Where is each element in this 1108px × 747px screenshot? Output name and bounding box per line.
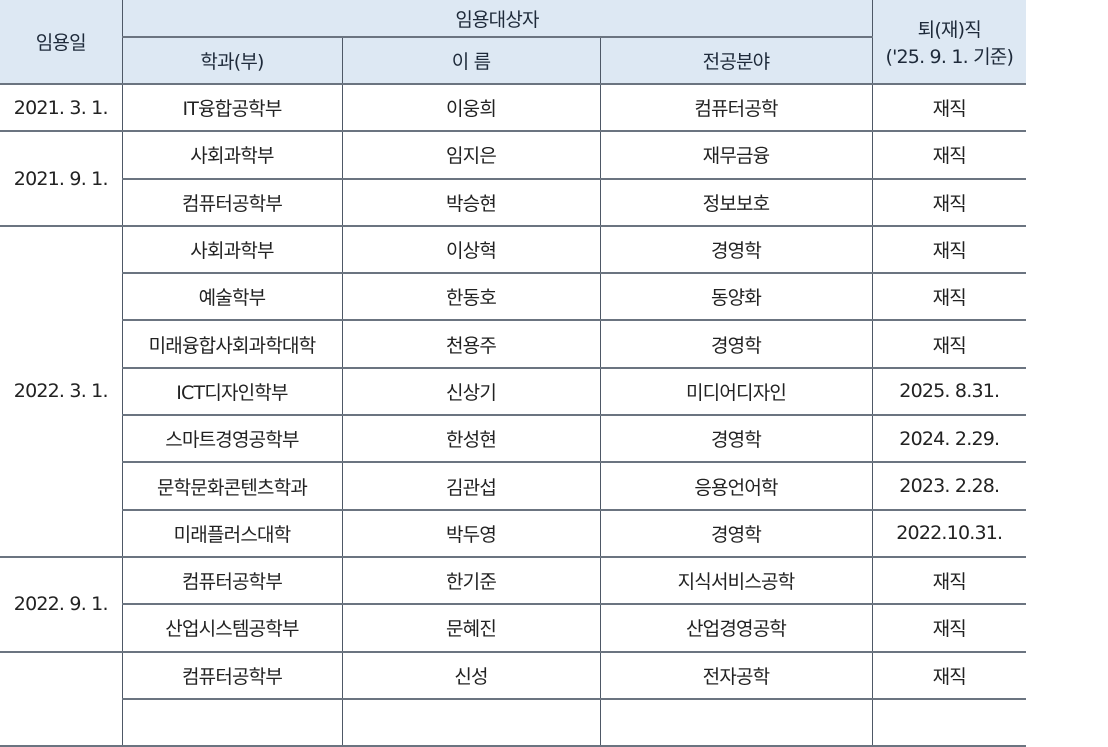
cell-date: 2022. 9. 1.	[0, 555, 123, 653]
cell-major: 전자공학	[599, 650, 873, 700]
cell-major: 정보보호	[599, 177, 873, 227]
appointment-table: 임용일 임용대상자 퇴(재)직 ('25. 9. 1. 기준) 학과(부) 이 …	[0, 0, 1027, 747]
cell-name: 한동호	[341, 272, 601, 322]
cell-status	[871, 697, 1027, 747]
cell-dept: 스마트경영공학부	[122, 414, 343, 464]
table-row: 컴퓨터공학부 박승현 정보보호 재직	[0, 177, 1027, 227]
cell-major: 동양화	[599, 272, 873, 322]
cell-status: 재직	[871, 82, 1027, 133]
cell-dept: 산업시스템공학부	[122, 603, 343, 653]
header-status-line2: ('25. 9. 1. 기준)	[885, 45, 1014, 68]
header-status: 퇴(재)직 ('25. 9. 1. 기준)	[871, 0, 1027, 85]
cell-name: 천용주	[341, 319, 601, 369]
cell-date: 2021. 3. 1.	[0, 82, 123, 133]
cell-status: 재직	[871, 603, 1027, 653]
cell-major: 경영학	[599, 224, 873, 275]
cell-name: 한기준	[341, 555, 601, 606]
cell-dept: 문학문화콘텐츠학과	[122, 461, 343, 511]
cell-dept: 사회과학부	[121, 130, 343, 180]
cell-dept: 사회과학부	[121, 224, 343, 275]
cell-status: 2022.10.31.	[871, 508, 1027, 558]
header-status-line1: 퇴(재)직	[917, 18, 982, 41]
cell-name: 신성	[341, 650, 601, 700]
cell-status: 재직	[871, 555, 1027, 606]
cell-dept	[122, 697, 343, 747]
cell-status: 2025. 8.31.	[871, 366, 1027, 417]
table-row: 미래융합사회과학대학 천용주 경영학 재직	[0, 319, 1027, 369]
cell-name: 김관섭	[341, 461, 601, 511]
cell-major: 컴퓨터공학	[599, 82, 873, 133]
table-row: 미래플러스대학 박두영 경영학 2022.10.31.	[0, 508, 1027, 558]
cell-name: 문혜진	[341, 603, 601, 653]
cell-date	[0, 650, 123, 747]
cell-name: 신상기	[341, 366, 601, 417]
table-row: ICT디자인학부 신상기 미디어디자인 2025. 8.31.	[0, 366, 1027, 417]
cell-date: 2022. 3. 1.	[0, 224, 123, 558]
cell-dept: IT융합공학부	[121, 82, 343, 133]
table-row: 스마트경영공학부 한성현 경영학 2024. 2.29.	[0, 414, 1027, 464]
cell-name: 이웅희	[341, 82, 601, 133]
cell-status: 2023. 2.28.	[871, 461, 1027, 511]
cell-status: 재직	[871, 272, 1027, 322]
table-row	[0, 697, 1027, 747]
table-row: 예술학부 한동호 동양화 재직	[0, 272, 1027, 322]
cell-dept: ICT디자인학부	[122, 366, 343, 417]
cell-major: 산업경영공학	[599, 603, 873, 653]
header-name: 이 름	[341, 36, 601, 85]
table-body: 2021. 3. 1. IT융합공학부 이웅희 컴퓨터공학 재직 2021. 9. 1. 사…	[0, 82, 1027, 747]
table-row: 2022. 3. 1. 사회과학부 이상혁 경영학 재직	[0, 224, 1027, 558]
cell-dept: 예술학부	[122, 272, 343, 322]
cell-name: 이상혁	[341, 224, 601, 275]
cell-date: 2021. 9. 1.	[0, 130, 123, 227]
cell-dept: 컴퓨터공학부	[121, 555, 343, 606]
cell-status: 2024. 2.29.	[871, 414, 1027, 464]
table-row: 2021. 3. 1. IT융합공학부 이웅희 컴퓨터공학 재직	[0, 82, 1027, 133]
cell-major: 재무금융	[599, 130, 873, 180]
table-row: 컴퓨터공학부 신성 전자공학 재직	[0, 650, 1027, 747]
header-dept: 학과(부)	[122, 36, 343, 85]
table-row: 문학문화콘텐츠학과 김관섭 응용언어학 2023. 2.28.	[0, 461, 1027, 511]
cell-dept: 미래플러스대학	[122, 508, 343, 558]
cell-name: 임지은	[341, 130, 601, 180]
table-row: 2022. 9. 1. 컴퓨터공학부 한기준 지식서비스공학 재직	[0, 555, 1027, 653]
cell-dept: 미래융합사회과학대학	[122, 319, 343, 369]
cell-status: 재직	[871, 177, 1027, 227]
cell-major: 경영학	[599, 319, 873, 369]
table-row: 2021. 9. 1. 사회과학부 임지은 재무금융 재직	[0, 130, 1027, 227]
cell-dept: 컴퓨터공학부	[121, 650, 343, 700]
cell-dept: 컴퓨터공학부	[122, 177, 343, 227]
cell-status: 재직	[871, 224, 1027, 275]
header-date: 임용일	[0, 0, 123, 85]
cell-major: 지식서비스공학	[599, 555, 873, 606]
cell-major: 경영학	[599, 414, 873, 464]
cell-status: 재직	[871, 319, 1027, 369]
header-appointee: 임용대상자	[121, 0, 873, 38]
cell-name: 한성현	[341, 414, 601, 464]
header-major: 전공분야	[599, 36, 873, 85]
cell-major: 응용언어학	[599, 461, 873, 511]
cell-major: 미디어디자인	[599, 366, 873, 417]
cell-major: 경영학	[599, 508, 873, 558]
cell-name	[341, 697, 601, 747]
cell-name: 박두영	[341, 508, 601, 558]
table-row: 산업시스템공학부 문혜진 산업경영공학 재직	[0, 603, 1027, 653]
cell-name: 박승현	[341, 177, 601, 227]
cell-status: 재직	[871, 650, 1027, 700]
cell-status: 재직	[871, 130, 1027, 180]
cell-major	[599, 697, 873, 747]
